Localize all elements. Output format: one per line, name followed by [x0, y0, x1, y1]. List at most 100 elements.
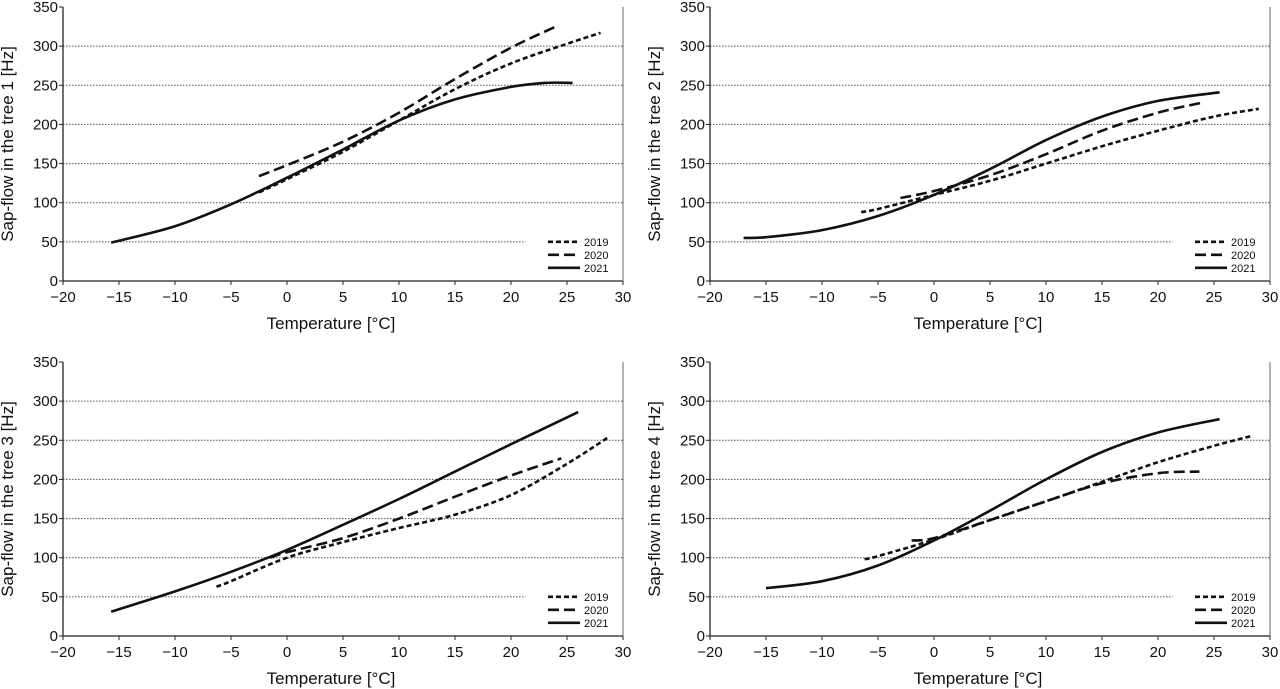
y-tick-label: 50 [688, 234, 705, 251]
y-tick-label: 250 [33, 77, 58, 94]
y-tick-label: 100 [33, 195, 58, 212]
y-tick-label: 0 [697, 628, 705, 645]
x-axis-title: Temperature [°C] [914, 669, 1043, 688]
y-tick-label: 100 [33, 550, 58, 567]
y-tick-label: 0 [50, 628, 58, 645]
x-tick-label: −20 [50, 289, 75, 306]
x-tick-label: 0 [930, 289, 938, 306]
y-axis-title: Sap-flow in the tree 1 [Hz] [0, 46, 17, 242]
y-tick-label: 200 [33, 116, 58, 133]
x-tick-label: 20 [1150, 644, 1167, 661]
x-tick-label: 5 [986, 644, 994, 661]
y-tick-label: 200 [680, 116, 705, 133]
series-line-2019 [215, 435, 611, 588]
y-tick-label: 200 [33, 471, 58, 488]
legend-label-2021: 2021 [584, 263, 608, 275]
series-line-2020 [258, 25, 557, 178]
y-tick-label: 350 [680, 354, 705, 371]
x-tick-label: 10 [391, 644, 408, 661]
y-tick-label: 300 [33, 38, 58, 55]
legend-label-2021: 2021 [1231, 618, 1255, 630]
y-tick-label: 150 [33, 156, 58, 173]
subplot-2: 0 50 100 150 200 250 300 350 −20 −15 −10 −5 0 5 10 15 20… [645, 0, 1278, 333]
y-tick-label: 350 [680, 0, 705, 16]
x-tick-label: −5 [222, 289, 239, 306]
y-tick-label: 50 [688, 589, 705, 606]
x-tick-label: 10 [1038, 289, 1055, 306]
legend-label-2020: 2020 [584, 605, 608, 617]
x-tick-label: 20 [503, 289, 520, 306]
subplot-3: 0 50 100 150 200 250 300 350 −20 −15 −10 −5 0 5 10 15 20… [0, 354, 631, 688]
y-tick-label: 0 [50, 273, 58, 290]
x-tick-label: 15 [1094, 644, 1111, 661]
x-tick-label: −10 [162, 289, 187, 306]
x-tick-label: 20 [503, 644, 520, 661]
series-line-2021 [110, 410, 579, 613]
x-tick-label: 0 [283, 644, 291, 661]
y-axis-title: Sap-flow in the tree 4 [Hz] [645, 401, 664, 597]
series-line-2020 [900, 101, 1204, 200]
x-tick-label: 10 [1038, 644, 1055, 661]
x-tick-label: −10 [162, 644, 187, 661]
x-tick-label: −15 [106, 289, 131, 306]
x-tick-label: −10 [809, 644, 834, 661]
x-tick-label: −15 [753, 289, 778, 306]
y-tick-label: 350 [33, 354, 58, 371]
y-tick-label: 100 [680, 550, 705, 567]
x-tick-label: 5 [986, 289, 994, 306]
x-axis-title: Temperature [°C] [914, 314, 1043, 333]
x-tick-label: 5 [339, 644, 347, 661]
y-tick-label: 250 [680, 77, 705, 94]
y-tick-label: 300 [680, 38, 705, 55]
y-tick-label: 100 [680, 195, 705, 212]
x-tick-label: 10 [391, 289, 408, 306]
x-tick-label: −15 [106, 644, 131, 661]
x-tick-label: 0 [283, 289, 291, 306]
series-line-2019 [258, 31, 602, 194]
x-tick-label: −10 [809, 289, 834, 306]
legend-label-2020: 2020 [1231, 250, 1255, 262]
x-tick-label: 25 [559, 289, 576, 306]
series-line-2021 [110, 81, 573, 244]
y-axis-title: Sap-flow in the tree 2 [Hz] [645, 46, 664, 242]
x-tick-label: 15 [447, 644, 464, 661]
y-tick-label: 150 [680, 511, 705, 528]
x-tick-label: 5 [339, 289, 347, 306]
x-tick-label: −5 [869, 644, 886, 661]
x-axis-title: Temperature [°C] [267, 669, 396, 688]
legend-label-2020: 2020 [1231, 605, 1255, 617]
legend-label-2021: 2021 [1231, 263, 1255, 275]
series-line-2020 [911, 470, 1200, 542]
series-line-2021 [765, 417, 1220, 590]
series-line-2021 [743, 91, 1220, 240]
legend-label-2019: 2019 [584, 592, 608, 604]
legend-label-2020: 2020 [584, 250, 608, 262]
y-tick-label: 250 [33, 432, 58, 449]
legend-label-2019: 2019 [584, 237, 608, 249]
x-tick-label: 0 [930, 644, 938, 661]
y-tick-label: 250 [680, 432, 705, 449]
legend-label-2019: 2019 [1231, 237, 1255, 249]
legend-label-2019: 2019 [1231, 592, 1255, 604]
x-tick-label: 30 [615, 289, 632, 306]
x-tick-label: −5 [869, 289, 886, 306]
legend-label-2021: 2021 [584, 618, 608, 630]
subplot-1: 0 50 100 150 200 250 300 350 −20 −15 −10 −5 0 5 10 15 20… [0, 0, 631, 333]
series-line-2020 [269, 457, 562, 559]
y-tick-label: 200 [680, 471, 705, 488]
y-tick-label: 150 [680, 156, 705, 173]
x-tick-label: −20 [697, 644, 722, 661]
y-tick-label: 50 [41, 589, 58, 606]
x-tick-label: 15 [1094, 289, 1111, 306]
x-tick-label: 25 [559, 644, 576, 661]
x-tick-label: −5 [222, 644, 239, 661]
x-tick-label: 30 [615, 644, 632, 661]
y-tick-label: 150 [33, 511, 58, 528]
x-tick-label: 30 [1262, 289, 1279, 306]
y-tick-label: 0 [697, 273, 705, 290]
x-tick-label: 25 [1206, 644, 1223, 661]
x-tick-label: −20 [697, 289, 722, 306]
x-axis-title: Temperature [°C] [267, 314, 396, 333]
